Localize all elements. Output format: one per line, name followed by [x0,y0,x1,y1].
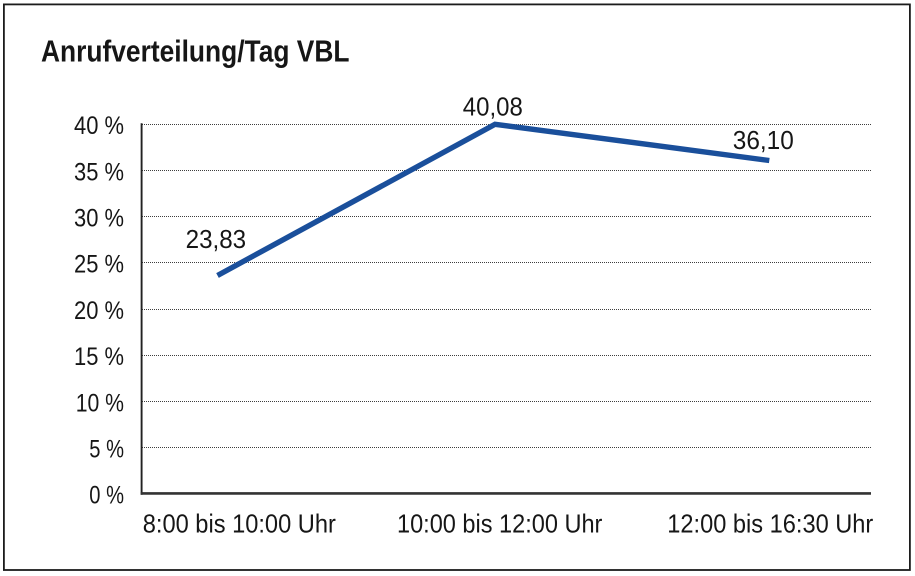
svg-text:0 %: 0 % [89,482,124,510]
svg-text:8:00 bis 10:00 Uhr: 8:00 bis 10:00 Uhr [143,509,336,539]
svg-text:30 %: 30 % [74,205,124,233]
svg-text:40 %: 40 % [74,112,124,140]
svg-text:10 %: 10 % [76,389,124,417]
svg-text:10:00 bis 12:00 Uhr: 10:00 bis 12:00 Uhr [397,509,603,539]
svg-text:12:00 bis 16:30 Uhr: 12:00 bis 16:30 Uhr [667,509,873,539]
svg-text:5 %: 5 % [89,436,124,464]
svg-text:20 %: 20 % [74,297,124,325]
svg-text:Anrufverteilung/Tag VBL: Anrufverteilung/Tag VBL [41,34,350,69]
svg-text:15 %: 15 % [74,343,124,371]
svg-text:35 %: 35 % [74,158,124,186]
svg-text:23,83: 23,83 [186,224,247,254]
svg-text:36,10: 36,10 [733,125,794,155]
svg-text:40,08: 40,08 [463,91,523,121]
svg-text:25 %: 25 % [74,251,124,279]
